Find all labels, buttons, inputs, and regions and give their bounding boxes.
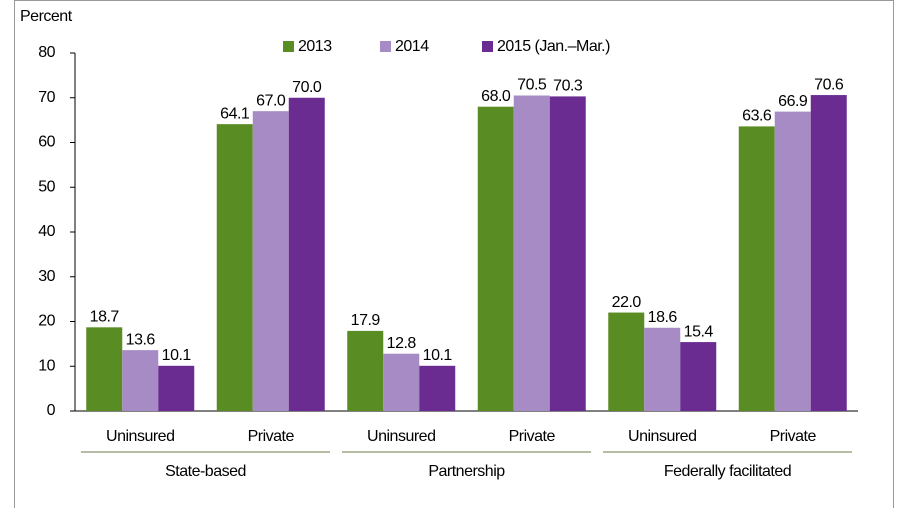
bar <box>419 365 456 411</box>
bar <box>513 95 550 411</box>
value-label: 13.6 <box>126 331 156 348</box>
group-label: Partnership <box>428 463 505 480</box>
bar <box>774 111 811 411</box>
x-tick-label: Uninsured <box>628 428 696 445</box>
frame <box>14 0 894 508</box>
bar <box>288 97 325 411</box>
bar <box>216 124 253 411</box>
bar <box>252 111 289 412</box>
bar <box>383 353 420 411</box>
value-label: 66.9 <box>778 93 808 110</box>
legend-swatch <box>482 41 493 52</box>
y-axis-label: Percent <box>20 8 73 25</box>
value-label: 70.6 <box>814 76 844 93</box>
value-label: 68.0 <box>481 88 511 105</box>
value-label: 70.5 <box>517 77 547 94</box>
value-label: 67.0 <box>256 92 286 109</box>
bar <box>608 312 645 411</box>
value-label: 17.9 <box>351 312 381 329</box>
value-label: 15.4 <box>684 323 714 340</box>
value-label: 12.8 <box>387 335 417 352</box>
x-tick-label: Uninsured <box>106 428 174 445</box>
y-tick-label: 10 <box>38 357 55 374</box>
bar <box>347 330 384 411</box>
value-label: 10.1 <box>423 347 453 364</box>
y-tick-label: 80 <box>38 44 55 61</box>
value-label: 63.6 <box>742 108 772 125</box>
bar <box>549 96 586 411</box>
bar <box>477 106 514 411</box>
legend-swatch <box>380 41 391 52</box>
group-label: State-based <box>165 463 246 480</box>
y-tick-label: 60 <box>38 134 55 151</box>
bar <box>644 327 681 411</box>
x-tick-label: Private <box>248 428 295 445</box>
bar <box>738 126 775 411</box>
value-label: 10.1 <box>162 347 192 364</box>
bar <box>122 350 159 411</box>
x-tick-label: Uninsured <box>367 428 435 445</box>
y-tick-label: 20 <box>38 313 55 330</box>
value-label: 70.0 <box>292 79 322 96</box>
value-label: 70.3 <box>553 78 583 95</box>
value-label: 18.6 <box>648 309 678 326</box>
y-tick-label: 50 <box>38 178 55 195</box>
bar <box>158 365 195 411</box>
legend-label: 2015 (Jan.–Mar.) <box>497 38 610 55</box>
legend-swatch <box>283 41 294 52</box>
y-tick-label: 0 <box>47 402 56 419</box>
bar <box>810 95 847 411</box>
value-label: 64.1 <box>220 105 250 122</box>
x-tick-label: Private <box>770 428 817 445</box>
legend-label: 2013 <box>298 38 332 55</box>
y-tick-label: 40 <box>38 223 55 240</box>
value-label: 22.0 <box>612 294 642 311</box>
group-label: Federally facilitated <box>664 463 791 480</box>
bar <box>680 342 717 411</box>
legend-label: 2014 <box>395 38 429 55</box>
y-tick-label: 30 <box>38 268 55 285</box>
bar <box>86 327 123 411</box>
value-label: 18.7 <box>90 309 120 326</box>
x-tick-label: Private <box>509 428 556 445</box>
y-tick-label: 70 <box>38 89 55 106</box>
